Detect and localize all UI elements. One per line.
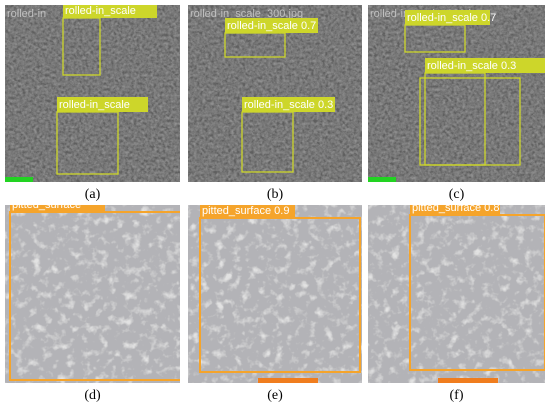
label-bg <box>225 18 318 33</box>
detection-label: rolled-in_scale <box>59 99 130 111</box>
status-bar <box>5 177 33 182</box>
panel: rolled-in rolled-in_scale rolled-in_scale (… <box>5 5 180 202</box>
label-bg <box>242 97 335 112</box>
label-bg <box>425 58 545 73</box>
status-bar <box>258 378 318 383</box>
caption: (d) <box>84 388 101 403</box>
caption: (c) <box>449 187 465 202</box>
detection-label: rolled-in_scale 0.3 <box>427 60 516 72</box>
bounding-box <box>419 77 521 166</box>
label-bg <box>200 205 295 218</box>
status-bar <box>368 177 396 182</box>
label-bg <box>10 205 105 212</box>
panel: pitted_surface 0.9 (e) <box>188 205 362 403</box>
image: rolled-in rolled-in_scale rolled-in_scale <box>5 5 180 182</box>
texture <box>368 205 545 383</box>
file-name: rolled-in <box>7 8 46 20</box>
image: pitted_surface 0.8 <box>368 202 545 383</box>
detection-label: pitted_surface 0.8 <box>412 202 499 214</box>
detection-label: rolled-in_scale <box>65 5 136 17</box>
texture <box>188 5 362 182</box>
panel: pitted_surface 0.8 (f) <box>368 202 545 403</box>
caption: (b) <box>267 187 284 202</box>
label-bg <box>410 205 500 215</box>
label-bg <box>63 5 157 18</box>
texture <box>5 205 180 383</box>
status-bar <box>438 378 498 383</box>
detection-label: rolled-in_scale 0.7 <box>407 12 496 24</box>
detection-label: pitted_surface <box>12 199 81 211</box>
caption: (f) <box>450 388 464 403</box>
label-bg <box>405 10 490 25</box>
label-bg <box>57 97 148 112</box>
texture <box>368 5 545 182</box>
texture <box>5 5 180 182</box>
image: pitted_surface <box>5 199 180 383</box>
detection-label: pitted_surface 0.9 <box>202 205 289 217</box>
caption: (a) <box>85 187 101 202</box>
detection-label: rolled-in_scale 0.7 <box>227 20 316 32</box>
detection-label: rolled-in_scale 0.3 <box>244 99 333 111</box>
panel: pitted_surface (d) <box>5 199 180 403</box>
image: pitted_surface 0.9 <box>188 205 362 383</box>
texture <box>188 205 362 383</box>
caption: (e) <box>267 388 283 403</box>
file-name: rolled-in_scale_300.jpg <box>190 8 303 20</box>
